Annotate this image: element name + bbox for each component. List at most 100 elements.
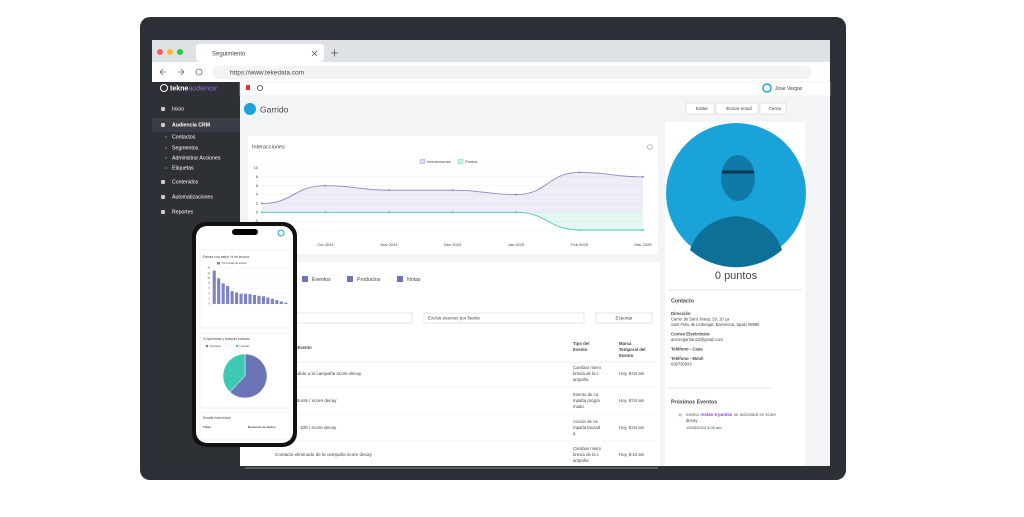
menu-item[interactable]: Reportes [172,209,193,215]
min-dot[interactable] [167,49,173,55]
eye-icon[interactable] [647,144,653,150]
legend-label: Puntos [465,159,477,164]
topbar [239,81,831,97]
tabs: Eventos Productos Notas [302,276,421,283]
user-name[interactable]: Jose Vargas [775,86,803,92]
pie-chart: Aperturas Lecturas [205,344,268,399]
nav-arrows[interactable] [159,68,185,76]
event-type: bresía de la c [573,452,600,457]
event-type: a [573,431,576,436]
chart-card [248,136,658,254]
event-name[interactable]: 100 / score decay [300,425,337,430]
table-header: del Evento [290,345,312,350]
app-icon [246,85,250,90]
tab-label[interactable]: Productos [357,277,381,283]
field-value: Sant Feliu de Llobregat, Barcelona, Spai… [671,322,760,327]
event-time: Hoy, 8:04 am [619,398,645,403]
menu-item[interactable]: Contactos [172,134,196,140]
close-dot[interactable] [157,49,163,55]
max-dot[interactable] [177,49,183,55]
bullet [165,167,167,169]
header-button[interactable] [685,102,715,115]
header-button[interactable] [759,102,787,115]
tab-label[interactable]: Notas [407,277,421,283]
bar [279,301,283,304]
field-value: ancievgarrido22@gmail.com [671,337,724,342]
point [451,211,454,214]
menu-item[interactable]: Etiquetas [172,165,194,171]
menu-item[interactable]: Administrar Acciones [172,155,221,161]
point [515,193,517,196]
legend-swatch [235,344,239,348]
sidebar-menu: Inicio Audiencia CRM Contactos Segmentos Adm… [161,106,221,215]
x-tick-label: Mar 2025 [635,242,653,247]
table-header: Evento [619,353,634,358]
legend-swatch [419,159,426,164]
tab-label[interactable]: Eventos [312,277,331,283]
y-tick-label: 6 [209,287,211,290]
export-button[interactable] [595,312,653,324]
point [578,229,581,231]
phone-notch [232,229,258,235]
x-tick-label: Dec 2024 [444,242,462,247]
event-name: Contacto eliminado de la campaña score d… [275,452,372,457]
event-name[interactable]: tiunts / score decay [297,398,337,403]
header-button-text: Enviar email [726,106,751,111]
menu-icon [161,123,165,127]
logo: tekneaudience [170,85,217,92]
point [388,211,390,214]
y-tick-label: 8 [256,174,259,179]
table-header: Evento [573,347,588,352]
select-exclude[interactable] [423,312,585,324]
header-button-text: Editar [696,106,708,111]
tab-icons[interactable] [311,49,338,57]
select-exclude-text: Excluir eventos por fuente [428,316,481,321]
header-button[interactable] [715,102,759,115]
event-type: ampaña [573,377,589,382]
menu-item[interactable]: Contenidos [172,179,199,185]
point [642,229,644,231]
phone-avatar [277,229,285,237]
search-icon[interactable] [257,85,263,91]
tab[interactable] [196,44,324,62]
upcoming-date: 10/06/2024 3:00 am [686,425,722,430]
pie-slice [229,353,268,399]
reload[interactable] [195,68,203,76]
table-header: Temporal del [619,347,645,352]
area [262,212,643,230]
y-tick-label: -2 [254,218,258,223]
event-type: bresía de la c [573,371,600,376]
bullet [165,147,167,149]
bar [226,286,230,304]
address-bar[interactable] [212,66,812,79]
user-avatar[interactable] [762,83,772,93]
legend-label: Lecturas [240,344,251,348]
section-title: Contacto [671,298,695,304]
point [324,211,327,214]
point [578,171,581,174]
legend-label: Interacciones [427,159,451,164]
bar [221,283,225,304]
menu-icon [161,180,165,184]
points: 0 puntos [715,270,758,282]
menu-item[interactable]: Segmentos [172,145,199,151]
logo-mark [160,84,168,92]
menu-icon [161,107,165,111]
menu-item[interactable]: Audiencia CRM [172,122,210,128]
pie-slice [222,353,246,393]
bar [243,293,248,304]
menu-item[interactable]: Automatizaciones [172,194,213,200]
event-type: ampaña [573,458,589,463]
y-tick-label: 10 [254,165,259,170]
tab-title: Seguimiento [212,52,246,58]
y-tick-label: 12 [207,272,210,275]
menu-item[interactable]: Inicio [172,106,184,112]
tab-icon [397,276,403,282]
sidebar-active [152,118,240,132]
upcoming-event: decay [686,418,698,423]
upcoming-part: se accionará en score [734,412,777,417]
y-tick-label: 2 [256,200,259,205]
field-value: Carrer de Sant Josep, 29, 10 1a [671,317,730,322]
